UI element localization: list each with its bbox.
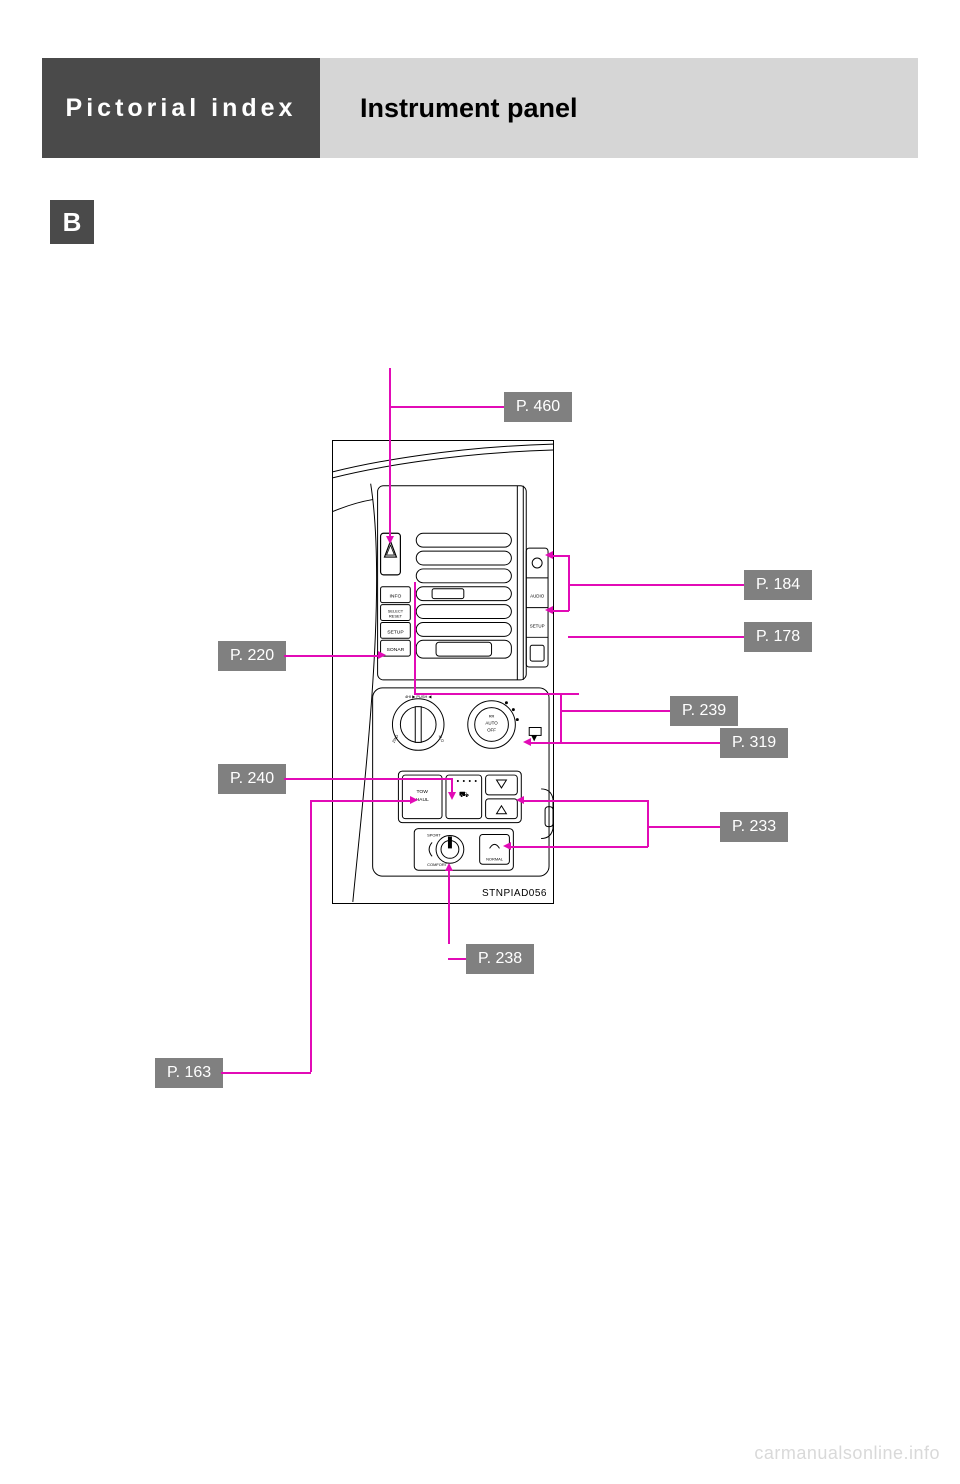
arrow-line <box>448 870 450 944</box>
page-ref-p319: P. 319 <box>720 728 788 758</box>
arrow-head-icon <box>445 863 453 871</box>
svg-text:⛟: ⛟ <box>459 790 469 799</box>
arrow-line <box>284 655 380 657</box>
arrow-line <box>310 800 412 802</box>
arrow-line <box>647 826 649 847</box>
arrow-line <box>389 406 504 408</box>
arrow-line <box>414 693 579 695</box>
svg-text:AUDIO: AUDIO <box>530 594 545 599</box>
arrow-head-icon <box>448 792 456 800</box>
svg-text:RR: RR <box>489 714 495 719</box>
arrow-line <box>530 742 561 744</box>
watermark-text: carmanualsonline.info <box>754 1443 940 1464</box>
section-marker-letter: B <box>63 207 82 238</box>
page-ref-p163: P. 163 <box>155 1058 223 1088</box>
diagram-svg: INFO SELECT RESET SETUP SONAR <box>333 441 553 903</box>
page-ref-p239: P. 239 <box>670 696 738 726</box>
arrow-line <box>310 800 312 1072</box>
arrow-line <box>647 826 720 828</box>
svg-text:SPORT: SPORT <box>427 833 441 838</box>
arrow-line <box>568 636 744 638</box>
svg-text:2WD: 2WD <box>391 733 400 743</box>
instrument-panel-diagram: INFO SELECT RESET SETUP SONAR <box>332 440 554 904</box>
svg-text:SONAR: SONAR <box>387 647 405 653</box>
arrow-line <box>568 584 744 586</box>
header-section-title-box: Pictorial index <box>42 58 320 158</box>
page-ref-p240: P. 240 <box>218 764 286 794</box>
header-section-title: Pictorial index <box>66 94 297 123</box>
arrow-line <box>568 555 570 611</box>
header-page-title: Instrument panel <box>360 93 578 124</box>
arrow-head-icon <box>378 651 386 659</box>
header-page-title-box: Instrument panel <box>320 58 918 158</box>
arrow-line <box>560 742 720 744</box>
arrow-head-icon <box>545 551 553 559</box>
arrow-line <box>414 582 416 694</box>
svg-text:4LO: 4LO <box>437 734 445 743</box>
arrow-head-icon <box>503 842 511 850</box>
svg-text:OFF: OFF <box>487 727 496 732</box>
page-ref-p178: P. 178 <box>744 622 812 652</box>
arrow-line <box>552 610 569 612</box>
page-ref-p184: P. 184 <box>744 570 812 600</box>
arrow-head-icon <box>523 738 531 746</box>
svg-text:4HI ▶ PUSH ◀: 4HI ▶ PUSH ◀ <box>405 694 432 699</box>
arrow-head-icon <box>545 606 553 614</box>
svg-text:TOW: TOW <box>416 789 428 795</box>
page-ref-p233: P. 233 <box>720 812 788 842</box>
arrow-line <box>552 555 569 557</box>
svg-text:AUTO: AUTO <box>485 721 498 726</box>
arrow-line <box>560 710 670 712</box>
arrow-line <box>523 800 648 802</box>
svg-text:RESET: RESET <box>389 613 403 618</box>
arrow-head-icon <box>410 796 418 804</box>
section-marker: B <box>50 200 94 244</box>
page-header: Pictorial index Instrument panel <box>42 58 918 158</box>
arrow-line <box>510 846 648 848</box>
page-ref-p220: P. 220 <box>218 641 286 671</box>
svg-text:NORMAL: NORMAL <box>486 856 504 861</box>
arrow-head-icon <box>386 536 394 544</box>
arrow-line <box>221 1072 311 1074</box>
arrow-head-icon <box>516 796 524 804</box>
arrow-line <box>560 693 562 743</box>
arrow-line <box>647 800 649 828</box>
svg-text:SETUP: SETUP <box>387 629 404 635</box>
arrow-line <box>448 958 466 960</box>
diagram-code: STNPIAD056 <box>482 888 547 899</box>
arrow-line <box>284 778 452 780</box>
page-ref-p238: P. 238 <box>466 944 534 974</box>
page-ref-p460: P. 460 <box>504 392 572 422</box>
svg-text:INFO: INFO <box>390 594 402 600</box>
arrow-line <box>389 368 391 538</box>
svg-text:SETUP: SETUP <box>530 623 545 628</box>
